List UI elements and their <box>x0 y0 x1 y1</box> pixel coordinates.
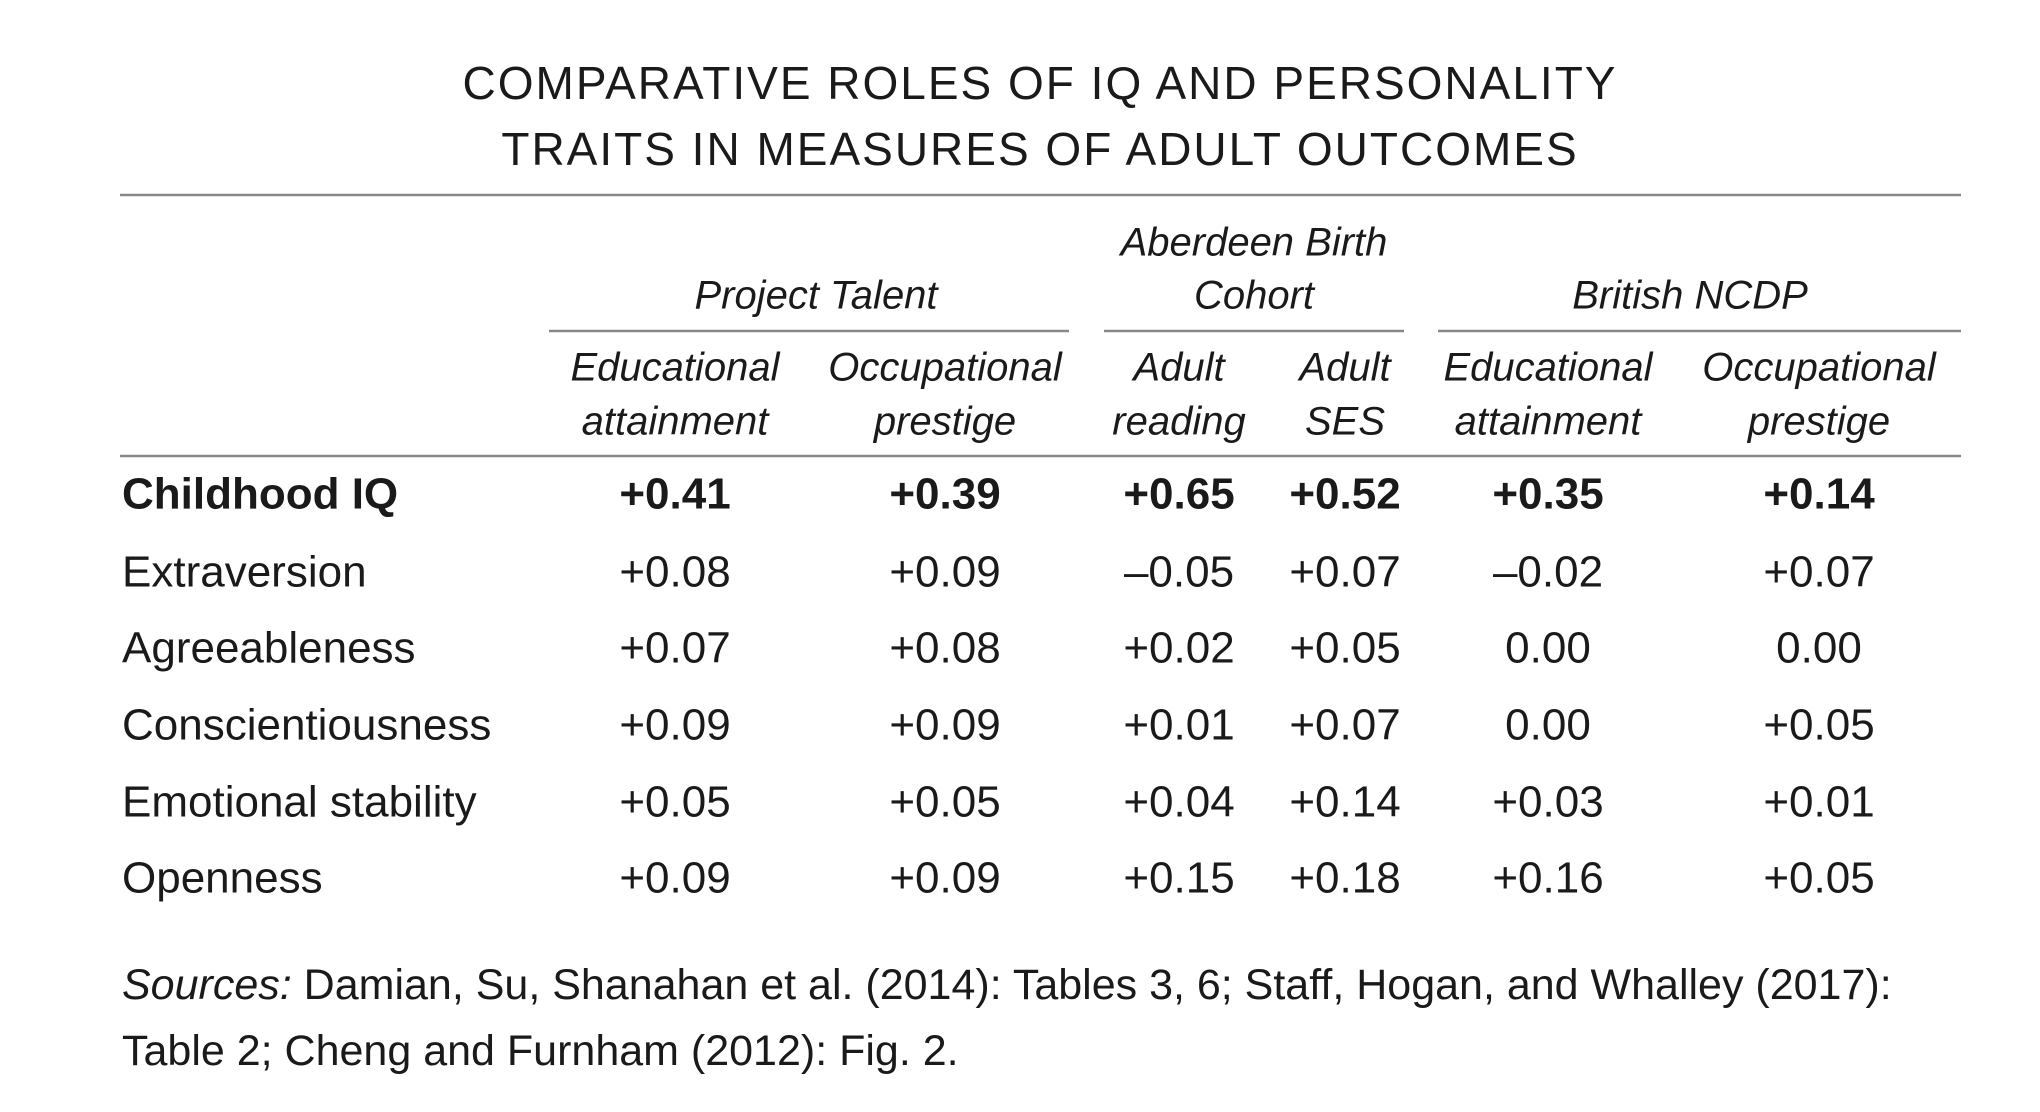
group-header: Cohort <box>1194 274 1316 318</box>
column-header: SES <box>1305 400 1385 444</box>
cell-value: +0.01 <box>1763 778 1874 827</box>
sources-label: Sources: <box>122 961 292 1009</box>
cell-value: +0.05 <box>889 778 1000 827</box>
cell-value: +0.65 <box>1123 470 1234 519</box>
column-header: Occupational <box>828 346 1063 390</box>
cell-value: +0.07 <box>619 624 730 673</box>
cell-value: +0.08 <box>889 624 1000 673</box>
column-header: attainment <box>582 400 771 444</box>
cell-value: 0.00 <box>1776 624 1862 673</box>
sources-text: Damian, Su, Shanahan et al. (2014): Tabl… <box>122 961 1892 1075</box>
title: COMPARATIVE ROLES OF IQ AND PERSONALITY <box>463 57 1618 109</box>
cell-value: +0.07 <box>1763 548 1874 597</box>
cell-value: +0.04 <box>1123 778 1234 827</box>
column-header: Educational <box>570 346 780 390</box>
column-header: prestige <box>1747 400 1890 444</box>
cell-value: +0.09 <box>889 701 1000 750</box>
row-label: Emotional stability <box>122 778 477 827</box>
row-label: Openness <box>122 854 323 903</box>
cell-value: –0.02 <box>1493 548 1603 597</box>
sources: Sources: Damian, Su, Shanahan et al. (20… <box>122 952 1982 1084</box>
cell-value: +0.05 <box>1763 854 1874 903</box>
cell-value: +0.39 <box>889 470 1000 519</box>
cell-value: 0.00 <box>1505 624 1591 673</box>
group-header: Aberdeen Birth <box>1119 221 1388 265</box>
cell-value: +0.09 <box>889 854 1000 903</box>
row-label: Agreeableness <box>122 624 416 673</box>
cell-value: +0.07 <box>1289 548 1400 597</box>
cell-value: +0.52 <box>1289 470 1400 519</box>
cell-value: +0.02 <box>1123 624 1234 673</box>
column-header: Adult <box>1131 346 1226 390</box>
cell-value: +0.09 <box>889 548 1000 597</box>
cell-value: +0.41 <box>619 470 730 519</box>
cell-value: +0.35 <box>1492 470 1603 519</box>
row-label: Extraversion <box>122 548 367 597</box>
group-header: Project Talent <box>694 274 939 318</box>
cell-value: +0.05 <box>619 778 730 827</box>
table: COMPARATIVE ROLES OF IQ AND PERSONALITY T… <box>120 57 1961 903</box>
cell-value: +0.05 <box>1289 624 1400 673</box>
cell-value: +0.14 <box>1763 470 1875 519</box>
cell-value: +0.16 <box>1492 854 1603 903</box>
title: TRAITS IN MEASURES OF ADULT OUTCOMES <box>501 123 1578 175</box>
group-header: British NCDP <box>1572 274 1808 318</box>
column-header: prestige <box>873 400 1016 444</box>
cell-value: –0.05 <box>1124 548 1234 597</box>
cell-value: +0.07 <box>1289 701 1400 750</box>
row-label: Conscientiousness <box>122 701 491 750</box>
column-header: attainment <box>1455 400 1644 444</box>
column-header: Adult <box>1297 346 1392 390</box>
cell-value: +0.05 <box>1763 701 1874 750</box>
cell-value: +0.01 <box>1123 701 1234 750</box>
cell-value: +0.03 <box>1492 778 1603 827</box>
cell-value: +0.09 <box>619 854 730 903</box>
column-header: reading <box>1112 400 1245 444</box>
cell-value: +0.08 <box>619 548 730 597</box>
cell-value: +0.18 <box>1289 854 1400 903</box>
column-header: Educational <box>1443 346 1653 390</box>
cell-value: +0.15 <box>1123 854 1234 903</box>
cell-value: +0.09 <box>619 701 730 750</box>
cell-value: +0.14 <box>1289 778 1400 827</box>
row-label: Childhood IQ <box>122 470 398 519</box>
column-header: Occupational <box>1702 346 1937 390</box>
cell-value: 0.00 <box>1505 701 1591 750</box>
